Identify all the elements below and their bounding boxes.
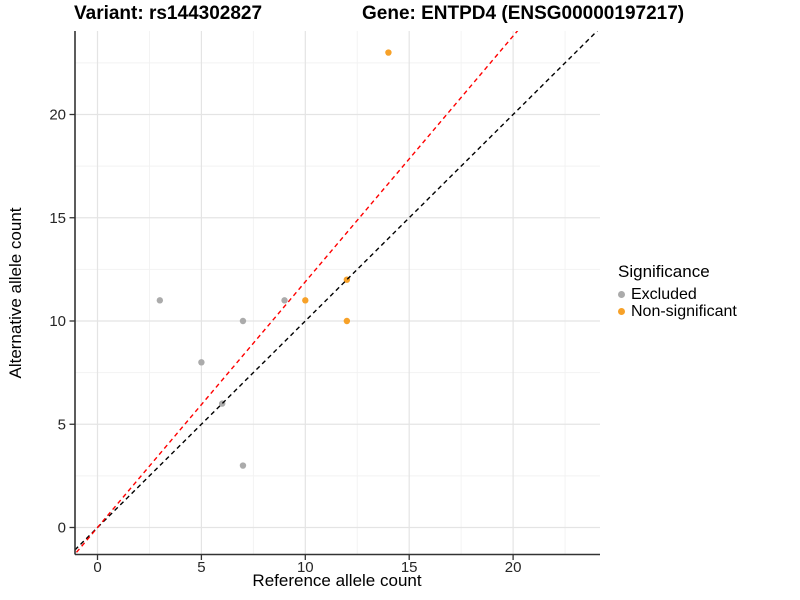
- x-tick-label: 15: [401, 559, 418, 576]
- legend-item-label: Excluded: [631, 285, 697, 303]
- non-significant-marker-icon: [618, 308, 625, 315]
- data-point-excluded: [156, 297, 164, 304]
- legend-title: Significance: [618, 262, 710, 281]
- data-point-excluded: [239, 317, 247, 325]
- data-point-non-significant: [302, 297, 309, 304]
- fitted-ratio-line: [75, 31, 519, 555]
- legend-item-label: Non-significant: [631, 302, 737, 320]
- y-tick-label: 10: [49, 313, 66, 330]
- legend: Significance Excluded Non-significant: [618, 262, 737, 320]
- x-axis-title: Reference allele count: [252, 571, 422, 590]
- y-tick-label: 5: [58, 416, 66, 433]
- data-point-excluded: [239, 462, 247, 469]
- data-point-excluded: [281, 297, 288, 304]
- y-axis-title: Alternative allele count: [6, 207, 25, 379]
- data-point-non-significant: [385, 49, 392, 56]
- identity-line: [75, 31, 599, 551]
- x-tick-label: 20: [505, 559, 522, 576]
- excluded-marker-icon: [618, 291, 625, 298]
- x-tick-label: 5: [197, 559, 205, 576]
- x-tick-label: 10: [297, 559, 314, 576]
- data-point-excluded: [198, 359, 205, 366]
- y-tick-label: 0: [58, 520, 66, 537]
- gene-title: Gene: ENTPD4 (ENSG00000197217): [362, 3, 685, 24]
- legend-item-non-significant: Non-significant: [618, 303, 737, 320]
- variant-title: Variant: rs144302827: [74, 3, 263, 24]
- legend-item-excluded: Excluded: [618, 286, 737, 303]
- y-tick-label: 15: [49, 210, 66, 227]
- x-tick-label: 0: [93, 559, 101, 576]
- y-tick-label: 20: [49, 107, 66, 124]
- data-point-non-significant: [343, 317, 351, 325]
